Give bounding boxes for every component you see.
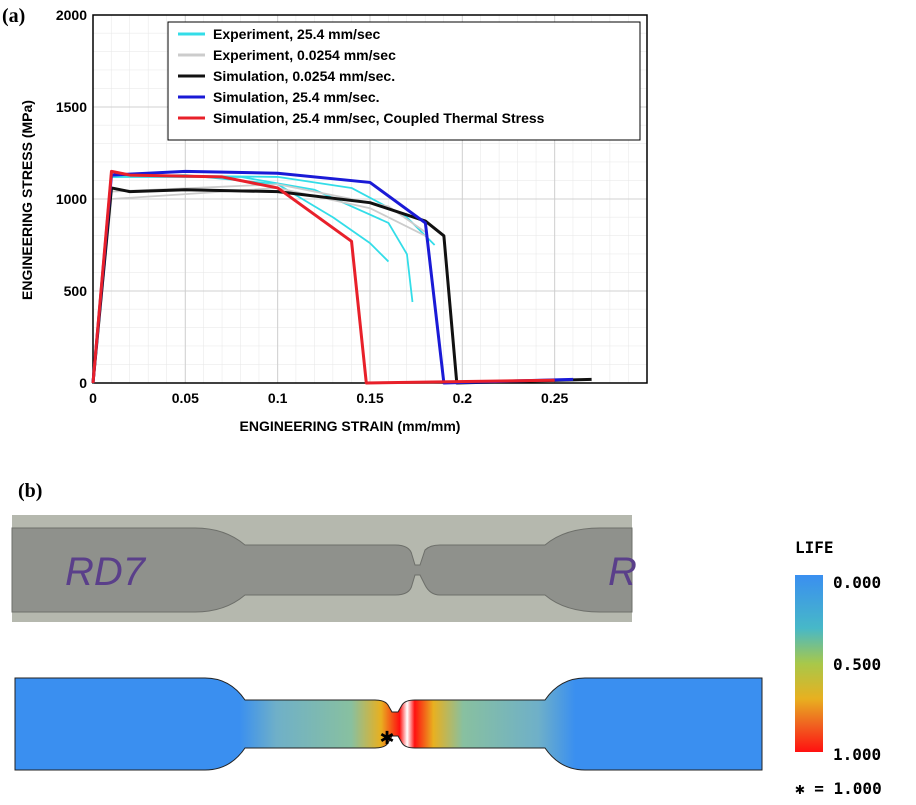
colorbar-title: LIFE [795,538,834,557]
x-tick-label: 0.2 [453,390,473,406]
max-marker: ✱ [379,728,394,748]
marker-note: ✱ = 1.000 [795,779,882,798]
x-axis-label: ENGINEERING STRAIN (mm/mm) [240,418,461,434]
colorbar-label: 0.500 [833,655,881,674]
legend: Experiment, 25.4 mm/sec Experiment, 0.025… [167,21,641,141]
colorbar-label: 0.000 [833,573,881,592]
legend-label: Experiment, 25.4 mm/sec [213,26,381,42]
y-tick-label: 1500 [56,99,87,115]
colorbar-label: 1.000 [833,745,881,764]
legend-label: Experiment, 0.0254 mm/sec [213,47,396,63]
panel-label: (a) [2,5,25,27]
x-tick-label: 0 [89,390,97,406]
specimen [11,527,633,613]
legend-box [167,21,641,141]
y-tick-label: 500 [64,283,88,299]
line [91,169,555,385]
legend-label: Simulation, 25.4 mm/sec. [213,89,380,105]
y-tick-label: 1000 [56,191,87,207]
handwriting: RD7 [65,550,147,594]
handwriting: R [608,550,637,594]
panel-label: (b) [18,480,42,502]
specimen-photo: RD7 R [11,515,637,622]
legend-label: Simulation, 0.0254 mm/sec. [213,68,395,84]
line [91,186,592,385]
x-tick-label: 0.25 [541,390,568,406]
contour-specimen [14,677,763,771]
colorbar [795,575,823,752]
x-tick-label: 0.15 [356,390,383,406]
x-tick-label: 0.05 [172,390,199,406]
y-axis-label: ENGINEERING STRESS (MPa) [19,100,35,300]
legend-label: Simulation, 25.4 mm/sec, Coupled Thermal… [213,110,545,126]
y-tick-label: 2000 [56,7,87,23]
x-tick-label: 0.1 [268,390,288,406]
y-tick-label: 0 [79,375,87,391]
